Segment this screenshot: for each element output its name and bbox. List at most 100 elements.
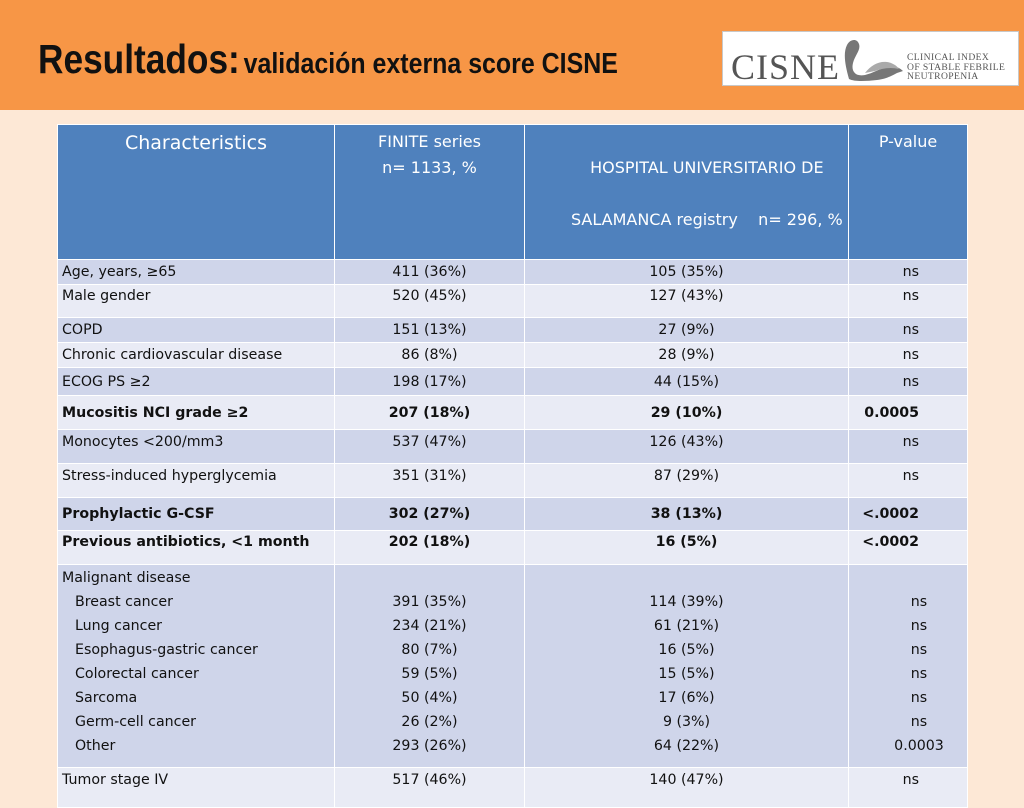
malignant-pvalue: ns ns ns ns ns ns 0.0003 <box>848 564 968 768</box>
slide-title-main: Resultados: <box>38 36 240 82</box>
table-row: Tumor stage IV 517 (46%) 140 (47%) ns <box>57 767 968 808</box>
row-hus: 105 (35%) <box>524 259 849 285</box>
row-pvalue: <.0002 <box>848 497 968 531</box>
row-label: Previous antibiotics, <1 month <box>57 530 335 565</box>
malignant-item-finite: 391 (35%) <box>392 594 467 610</box>
malignant-item-hus: 16 (5%) <box>658 642 715 658</box>
row-finite: 202 (18%) <box>334 530 525 565</box>
malignant-item-label: Breast cancer <box>75 594 173 610</box>
table-row-malignant: Malignant disease Breast cancer Lung can… <box>57 564 968 768</box>
logo-tagline-line3: NEUTROPENIA <box>907 71 979 82</box>
row-pvalue: ns <box>848 367 968 396</box>
row-label: Age, years, ≥65 <box>57 259 335 285</box>
malignant-item-label: Esophagus-gastric cancer <box>75 642 258 658</box>
row-label: Mucositis NCI grade ≥2 <box>57 395 335 430</box>
row-finite: 517 (46%) <box>334 767 525 808</box>
header-hus-line1: HOSPITAL UNIVERSITARIO DE <box>590 158 824 177</box>
table-row: Monocytes <200/mm3 537 (47%) 126 (43%) n… <box>57 429 968 464</box>
logo-tagline-line2: OF STABLE FEBRILE <box>907 61 1006 73</box>
logo-tagline: CLINICAL INDEX OF STABLE FEBRILE NEUTROP… <box>907 53 1005 82</box>
row-pvalue: ns <box>848 767 968 808</box>
malignant-item-pvalue: ns <box>910 594 928 610</box>
swan-icon <box>844 39 903 81</box>
slide-title-sub: validación externa score CISNE <box>243 48 618 80</box>
malignant-item-pvalue: ns <box>910 690 928 706</box>
row-hus: 140 (47%) <box>524 767 849 808</box>
malignant-item-hus: 9 (3%) <box>662 714 711 730</box>
malignant-hus: 114 (39%) 61 (21%) 16 (5%) 15 (5%) 17 (6… <box>524 564 849 768</box>
table-header-row: Characteristics FINITE series n= 1133, %… <box>57 124 968 260</box>
malignant-item-pvalue: ns <box>910 618 928 634</box>
malignant-item-finite: 80 (7%) <box>401 642 458 658</box>
malignant-item-finite: 293 (26%) <box>392 738 467 754</box>
row-finite: 302 (27%) <box>334 497 525 531</box>
malignant-item-label: Germ-cell cancer <box>75 714 197 730</box>
row-pvalue: ns <box>848 463 968 498</box>
row-hus: 87 (29%) <box>524 463 849 498</box>
malignant-item-finite: 59 (5%) <box>401 666 458 682</box>
malignant-item-finite: 234 (21%) <box>392 618 467 634</box>
slide-title: Resultados: validación externa score CIS… <box>38 36 618 83</box>
header-pvalue: P-value <box>848 124 968 260</box>
logo-tagline-line1: CLINICAL INDEX <box>907 52 990 63</box>
row-finite: 537 (47%) <box>334 429 525 464</box>
malignant-labels: Malignant disease Breast cancer Lung can… <box>57 564 335 768</box>
malignant-item-pvalue: ns <box>910 666 928 682</box>
row-pvalue: ns <box>848 429 968 464</box>
row-label: Tumor stage IV <box>57 767 335 808</box>
row-finite: 207 (18%) <box>334 395 525 430</box>
table-row: Male gender 520 (45%) 127 (43%) ns <box>57 284 968 318</box>
table-row: ECOG PS ≥2 198 (17%) 44 (15%) ns <box>57 367 968 396</box>
malignant-item-pvalue: ns <box>910 642 928 658</box>
logo-wordmark: CISNE <box>731 47 841 87</box>
row-label: Chronic cardiovascular disease <box>57 342 335 368</box>
malignant-item-pvalue: ns <box>910 714 928 730</box>
row-pvalue: ns <box>848 284 968 318</box>
malignant-item-hus: 114 (39%) <box>649 594 724 610</box>
row-pvalue: ns <box>848 342 968 368</box>
row-hus: 126 (43%) <box>524 429 849 464</box>
malignant-item-label: Other <box>75 738 116 754</box>
header-finite-line2: n= 1133, % <box>382 158 477 177</box>
header-hus-line2: SALAMANCA registry n= 296, % <box>570 210 843 229</box>
malignant-item-label: Colorectal cancer <box>75 666 199 682</box>
malignant-item-hus: 17 (6%) <box>658 690 715 706</box>
malignant-item-pvalue: 0.0003 <box>894 738 944 754</box>
row-pvalue: ns <box>848 317 968 343</box>
row-pvalue: <.0002 <box>848 530 968 565</box>
row-hus: 127 (43%) <box>524 284 849 318</box>
malignant-heading: Malignant disease <box>62 570 191 586</box>
malignant-item-hus: 15 (5%) <box>658 666 715 682</box>
row-finite: 198 (17%) <box>334 367 525 396</box>
row-hus: 29 (10%) <box>524 395 849 430</box>
malignant-finite: 391 (35%) 234 (21%) 80 (7%) 59 (5%) 50 (… <box>334 564 525 768</box>
table-row: Prophylactic G-CSF 302 (27%) 38 (13%) <.… <box>57 497 968 531</box>
header-characteristics: Characteristics <box>57 124 335 260</box>
row-hus: 28 (9%) <box>524 342 849 368</box>
row-finite: 411 (36%) <box>334 259 525 285</box>
malignant-item-label: Lung cancer <box>75 618 163 634</box>
header-finite-line1: FINITE series <box>378 132 481 151</box>
row-finite: 520 (45%) <box>334 284 525 318</box>
malignant-item-hus: 61 (21%) <box>653 618 720 634</box>
header-finite: FINITE series n= 1133, % <box>334 124 525 260</box>
malignant-item-finite: 50 (4%) <box>401 690 458 706</box>
row-label: Male gender <box>57 284 335 318</box>
row-label: Stress-induced hyperglycemia <box>57 463 335 498</box>
table-row: Chronic cardiovascular disease 86 (8%) 2… <box>57 342 968 368</box>
table-row: Stress-induced hyperglycemia 351 (31%) 8… <box>57 463 968 498</box>
cisne-logo: CISNE CLINICAL INDEX OF STABLE FEBRILE N… <box>722 31 1019 87</box>
row-hus: 27 (9%) <box>524 317 849 343</box>
row-hus: 44 (15%) <box>524 367 849 396</box>
malignant-item-hus: 64 (22%) <box>653 738 720 754</box>
table-row: COPD 151 (13%) 27 (9%) ns <box>57 317 968 343</box>
row-label: COPD <box>57 317 335 343</box>
malignant-item-label: Sarcoma <box>75 690 138 706</box>
row-hus: 16 (5%) <box>524 530 849 565</box>
table-row: Mucositis NCI grade ≥2 207 (18%) 29 (10%… <box>57 395 968 430</box>
header-hus: HOSPITAL UNIVERSITARIO DE SALAMANCA regi… <box>524 124 849 260</box>
results-table: Characteristics FINITE series n= 1133, %… <box>57 124 968 808</box>
row-pvalue: ns <box>848 259 968 285</box>
table-row: Previous antibiotics, <1 month 202 (18%)… <box>57 530 968 565</box>
row-pvalue: 0.0005 <box>848 395 968 430</box>
